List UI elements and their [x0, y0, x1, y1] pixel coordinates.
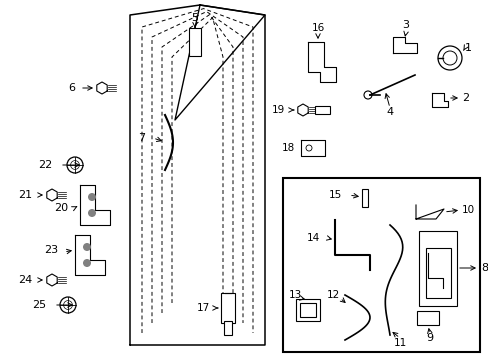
Text: 18: 18	[281, 143, 294, 153]
Polygon shape	[392, 37, 416, 53]
Text: 9: 9	[426, 333, 433, 343]
Polygon shape	[307, 42, 335, 82]
Polygon shape	[80, 185, 110, 225]
Text: 3: 3	[402, 20, 408, 30]
Text: 16: 16	[311, 23, 324, 33]
Text: 24: 24	[18, 275, 32, 285]
Polygon shape	[297, 104, 307, 116]
Polygon shape	[97, 82, 107, 94]
Circle shape	[88, 193, 96, 201]
Text: 19: 19	[271, 105, 285, 115]
Bar	[299, 303, 315, 317]
Bar	[283, 178, 479, 352]
Circle shape	[83, 259, 91, 267]
Text: 25: 25	[32, 300, 46, 310]
Polygon shape	[415, 205, 443, 219]
Bar	[425, 248, 449, 298]
Bar	[221, 293, 235, 323]
Polygon shape	[431, 93, 447, 107]
Polygon shape	[301, 140, 325, 156]
Polygon shape	[75, 235, 105, 275]
Text: 11: 11	[392, 338, 406, 348]
Text: 13: 13	[288, 290, 301, 300]
Bar	[314, 106, 329, 114]
Text: 7: 7	[138, 133, 145, 143]
Text: 22: 22	[38, 160, 52, 170]
Text: 5: 5	[191, 13, 198, 23]
Text: 17: 17	[196, 303, 209, 313]
Bar	[418, 230, 456, 306]
Text: 1: 1	[464, 43, 471, 53]
Text: 15: 15	[328, 190, 341, 200]
Text: 14: 14	[306, 233, 319, 243]
Text: 23: 23	[44, 245, 58, 255]
Text: 2: 2	[461, 93, 468, 103]
Text: 10: 10	[461, 205, 474, 215]
Bar	[295, 299, 319, 321]
Polygon shape	[47, 274, 57, 286]
Circle shape	[88, 209, 96, 217]
Text: 21: 21	[18, 190, 32, 200]
Text: 20: 20	[54, 203, 68, 213]
Bar	[361, 189, 367, 207]
Text: 4: 4	[386, 107, 393, 117]
Polygon shape	[47, 189, 57, 201]
Bar	[224, 321, 231, 335]
Text: 8: 8	[480, 263, 487, 273]
Text: 12: 12	[326, 290, 339, 300]
Text: 6: 6	[68, 83, 75, 93]
Bar	[189, 28, 201, 56]
Bar	[416, 311, 438, 325]
Circle shape	[83, 243, 91, 251]
